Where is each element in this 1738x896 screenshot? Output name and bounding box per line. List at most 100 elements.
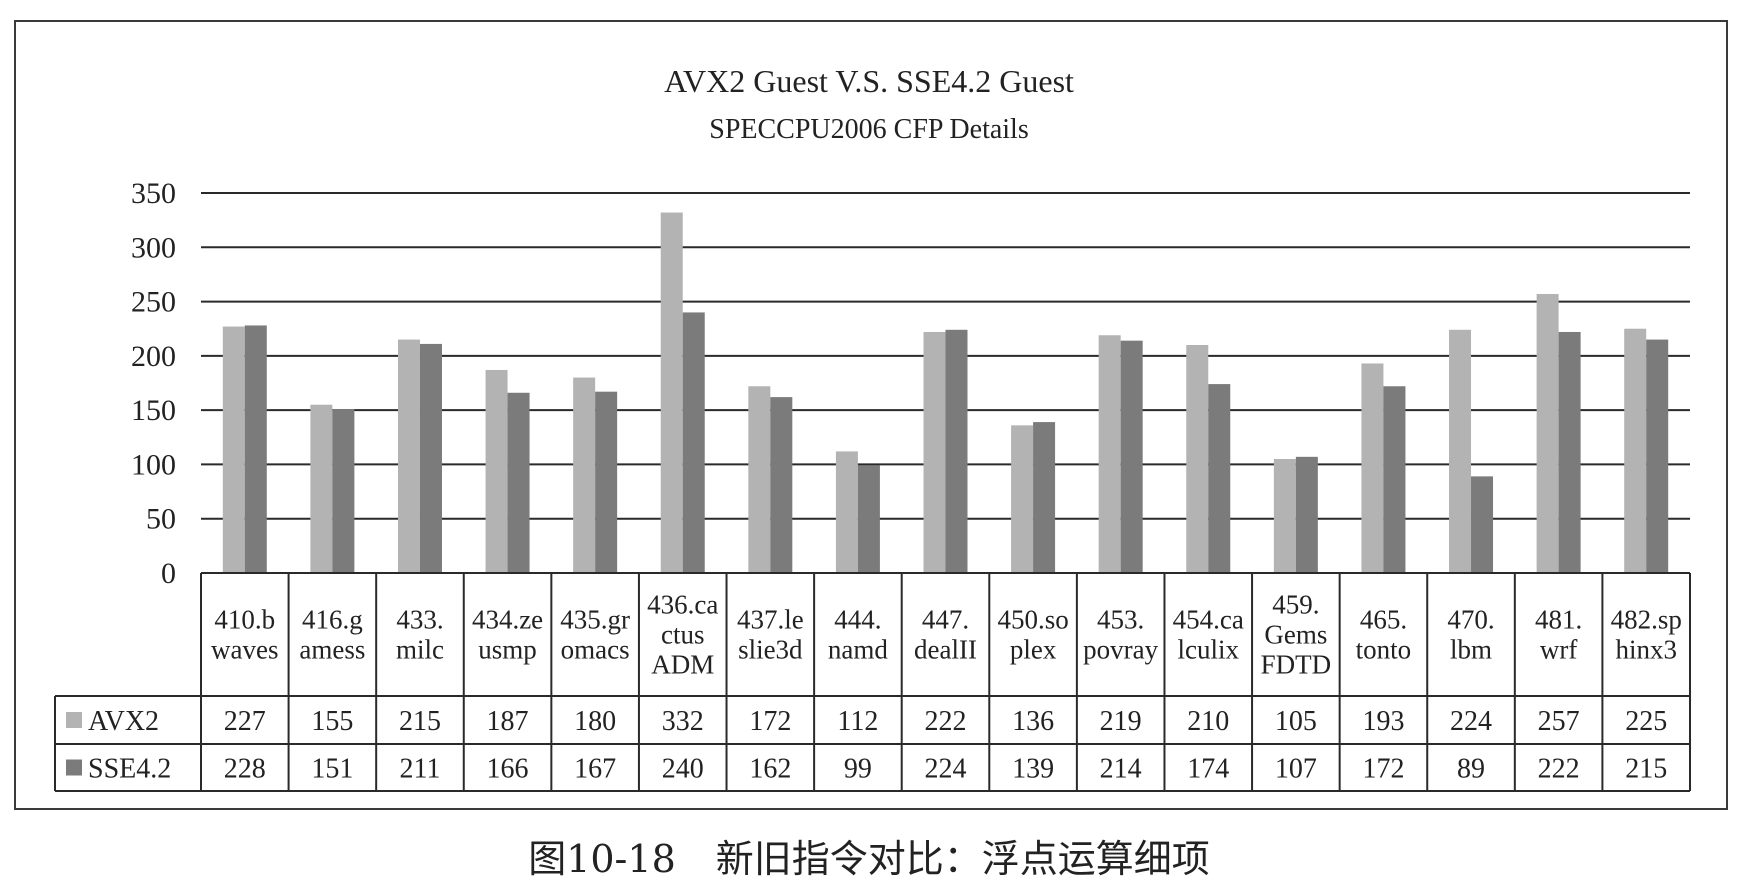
bar-sse4-2 <box>1033 422 1056 573</box>
data-value-label: 155 <box>311 706 353 737</box>
data-value-label: 193 <box>1362 706 1404 737</box>
bar-sse4-2 <box>857 465 880 573</box>
bar-avx2 <box>1449 329 1472 573</box>
x-category-label: milc <box>396 635 444 665</box>
data-value-label: 210 <box>1187 706 1229 737</box>
x-category-label: dealII <box>914 635 977 665</box>
bar-sse4-2 <box>1471 476 1494 573</box>
caption-label: 图10-18 <box>528 837 676 881</box>
data-value-label: 227 <box>224 706 266 737</box>
data-value-label: 228 <box>224 754 266 785</box>
bar-avx2 <box>660 212 683 574</box>
y-tick-label: 50 <box>146 503 176 536</box>
bar-sse4-2 <box>945 329 968 573</box>
bar-sse4-2 <box>507 392 530 573</box>
data-value-label: 107 <box>1275 754 1317 785</box>
x-category-label: 447. <box>922 605 969 635</box>
bar-avx2 <box>573 377 596 573</box>
bar-avx2 <box>923 331 946 573</box>
x-category-label: 465. <box>1360 605 1407 635</box>
x-category-label: lculix <box>1178 635 1240 665</box>
legend-label: SSE4.2 <box>88 754 171 785</box>
data-value-label: 139 <box>1012 754 1054 785</box>
bar-sse4-2 <box>1383 386 1406 573</box>
data-value-label: 112 <box>837 706 878 737</box>
bar-sse4-2 <box>1558 331 1581 573</box>
data-value-label: 211 <box>399 754 440 785</box>
y-tick-label: 0 <box>161 557 176 590</box>
bar-sse4-2 <box>682 312 705 573</box>
data-value-label: 172 <box>749 706 791 737</box>
data-value-label: 222 <box>925 706 967 737</box>
data-value-label: 166 <box>487 754 529 785</box>
bar-sse4-2 <box>1646 339 1669 573</box>
x-category-label: FDTD <box>1261 650 1332 680</box>
x-category-label: 453. <box>1097 605 1144 635</box>
y-tick-label: 300 <box>131 231 176 264</box>
bar-sse4-2 <box>1295 456 1318 573</box>
data-value-label: 224 <box>1450 706 1492 737</box>
x-category-label: amess <box>299 635 365 665</box>
data-value-label: 332 <box>662 706 704 737</box>
chart-subtitle: SPECCPU2006 CFP Details <box>709 114 1028 145</box>
x-category-label: tonto <box>1356 635 1412 665</box>
y-tick-label: 100 <box>131 448 176 481</box>
bar-sse4-2 <box>1208 384 1231 573</box>
data-value-label: 240 <box>662 754 704 785</box>
legend-swatch-sse4-2 <box>66 759 82 776</box>
bar-avx2 <box>1273 459 1296 573</box>
x-category-label: 454.ca <box>1173 605 1244 635</box>
bar-avx2 <box>1624 328 1647 573</box>
chart-frame <box>14 20 1728 810</box>
x-category-label: 450.so <box>997 605 1068 635</box>
x-category-label: lbm <box>1450 635 1492 665</box>
x-category-label: 437.le <box>737 605 804 635</box>
data-value-label: 167 <box>574 754 616 785</box>
data-value-label: 219 <box>1100 706 1142 737</box>
x-category-label: namd <box>828 635 888 665</box>
bar-avx2 <box>835 451 858 573</box>
data-value-label: 214 <box>1100 754 1142 785</box>
x-category-label: slie3d <box>738 635 803 665</box>
x-category-label: 444. <box>834 605 881 635</box>
data-value-label: 257 <box>1538 706 1580 737</box>
bar-avx2 <box>748 386 771 573</box>
x-category-label: Gems <box>1264 620 1327 650</box>
x-category-label: wrf <box>1540 635 1577 665</box>
y-tick-label: 350 <box>131 177 176 210</box>
data-value-label: 225 <box>1625 706 1667 737</box>
x-category-label: 470. <box>1447 605 1494 635</box>
bar-avx2 <box>485 369 508 573</box>
x-category-label: 416.g <box>302 605 363 635</box>
bar-avx2 <box>1011 425 1034 573</box>
bar-sse4-2 <box>770 397 793 573</box>
x-category-label: 459. <box>1272 590 1319 620</box>
x-category-label: 481. <box>1535 605 1582 635</box>
chart-title: AVX2 Guest V.S. SSE4.2 Guest <box>664 63 1074 99</box>
data-value-label: 174 <box>1187 754 1229 785</box>
bar-avx2 <box>1098 335 1121 573</box>
x-category-label: 435.gr <box>560 605 630 635</box>
bar-avx2 <box>1361 363 1384 573</box>
data-value-label: 162 <box>749 754 791 785</box>
caption-text: 新旧指令对比：浮点运算细项 <box>715 837 1210 881</box>
data-value-label: 105 <box>1275 706 1317 737</box>
figure-caption: 图10-18 新旧指令对比：浮点运算细项 <box>0 828 1738 883</box>
x-category-label: omacs <box>561 635 630 665</box>
data-value-label: 222 <box>1538 754 1580 785</box>
x-category-label: waves <box>211 635 278 665</box>
data-value-label: 215 <box>399 706 441 737</box>
data-value-label: 172 <box>1362 754 1404 785</box>
bar-avx2 <box>222 326 245 573</box>
bar-sse4-2 <box>595 391 618 573</box>
y-tick-label: 250 <box>131 286 176 319</box>
data-value-label: 224 <box>925 754 967 785</box>
data-value-label: 180 <box>574 706 616 737</box>
data-value-label: 99 <box>844 754 872 785</box>
bar-sse4-2 <box>1120 340 1143 573</box>
bar-sse4-2 <box>244 325 267 573</box>
data-value-label: 89 <box>1457 754 1485 785</box>
bar-avx2 <box>397 339 420 573</box>
x-category-label: usmp <box>478 635 537 665</box>
bar-avx2 <box>1186 345 1209 573</box>
